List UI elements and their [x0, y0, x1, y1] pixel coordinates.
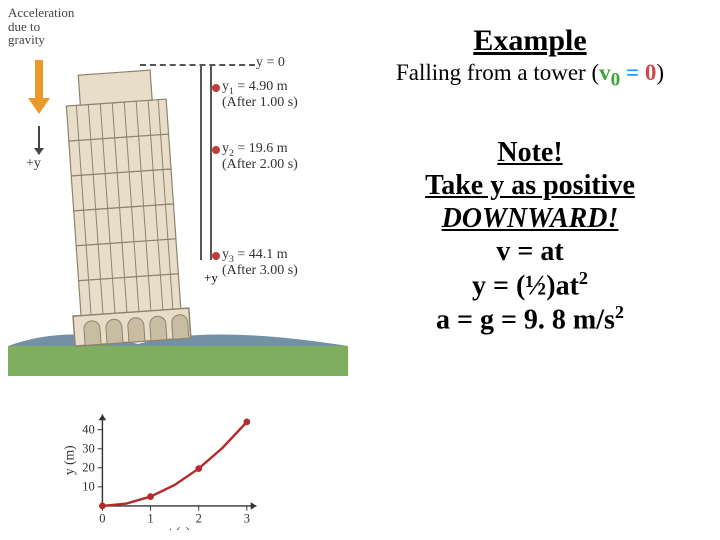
- svg-text:2: 2: [196, 511, 202, 525]
- position-time-chart: 0 1 2 3 10 20 30 40 t (s) y (m): [60, 400, 270, 530]
- fall-dot-3: [212, 252, 220, 260]
- tower-icon: [58, 42, 208, 352]
- dashed-yzero: [140, 64, 255, 66]
- note-eq-3: a = g = 9. 8 m/s2: [350, 302, 710, 336]
- accel-label: Acceleration due to gravity: [8, 6, 74, 47]
- label-y3-after: (After 3.00 s): [222, 264, 298, 279]
- svg-text:30: 30: [82, 442, 95, 456]
- plusy-label-lower: +y: [204, 270, 218, 286]
- fall-dot-1: [212, 84, 220, 92]
- page-title: Example: [350, 24, 710, 58]
- subtitle-v: v0: [599, 60, 620, 85]
- note-line-1: Note!: [350, 136, 710, 169]
- svg-text:1: 1: [147, 511, 153, 525]
- subtitle-post: ): [656, 60, 664, 85]
- subtitle: Falling from a tower (v0 = 0): [350, 60, 710, 92]
- svg-text:t (s): t (s): [169, 525, 190, 530]
- fall-guide-line-1: [200, 64, 202, 260]
- svg-text:3: 3: [244, 511, 250, 525]
- note-line-2: Take y as positive: [350, 169, 710, 202]
- plusy-label: +y: [26, 156, 41, 172]
- subtitle-pre: Falling from a tower (: [396, 60, 599, 85]
- label-y2-after: (After 2.00 s): [222, 158, 298, 173]
- subtitle-eq: =: [620, 60, 645, 85]
- svg-text:y (m): y (m): [62, 445, 77, 475]
- plusy-arrow-icon: [38, 126, 40, 154]
- label-y1-after: (After 1.00 s): [222, 96, 298, 111]
- gravity-arrow-icon: [30, 60, 48, 112]
- note-block: Note! Take y as positive DOWNWARD! v = a…: [350, 136, 710, 337]
- svg-text:20: 20: [82, 461, 95, 475]
- svg-text:10: 10: [82, 480, 95, 494]
- note-eq-1: v = at: [350, 235, 710, 268]
- label-y0: y = 0: [256, 56, 285, 71]
- fall-dot-2: [212, 146, 220, 154]
- svg-text:40: 40: [82, 423, 95, 437]
- fall-guide-line-2: [210, 64, 212, 260]
- note-eq-2: y = (½)at2: [350, 268, 710, 302]
- note-line-3: DOWNWARD!: [350, 202, 710, 235]
- svg-text:0: 0: [99, 511, 105, 525]
- subtitle-zero: 0: [645, 60, 657, 85]
